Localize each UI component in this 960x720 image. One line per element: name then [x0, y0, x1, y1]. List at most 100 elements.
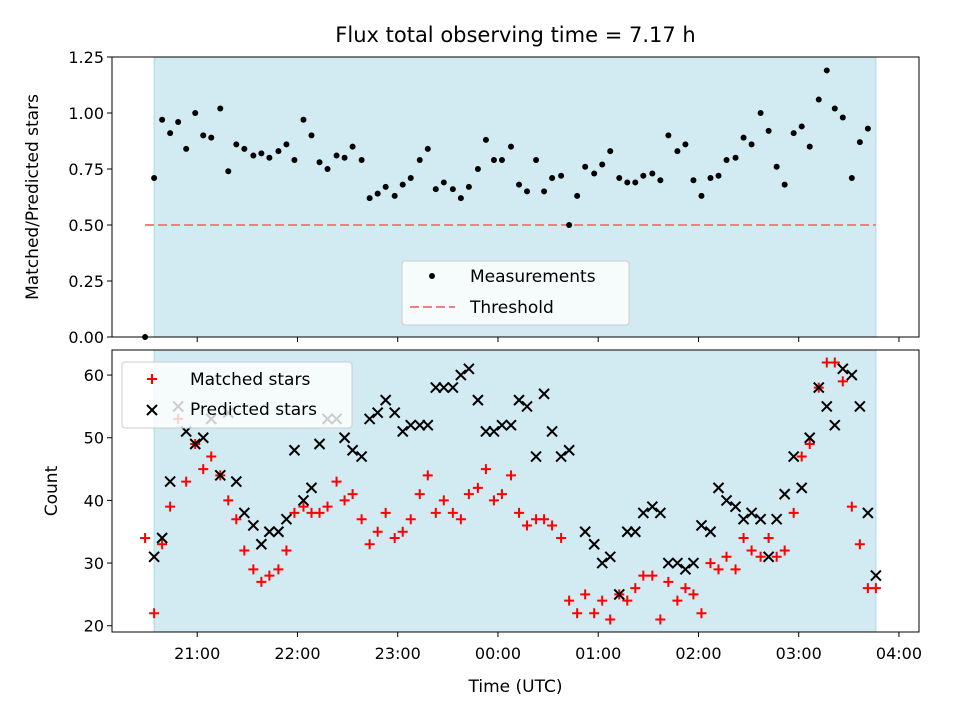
predicted-star-point [305, 482, 318, 494]
measurement-point [250, 152, 257, 159]
matched-star-point [846, 501, 857, 512]
predicted-star-point [821, 400, 833, 413]
measurement-point [690, 177, 697, 184]
legend-bottom: Matched stars Predicted stars [121, 361, 353, 429]
legend-x-icon [146, 404, 158, 416]
y-tick-label: 40 [84, 491, 104, 510]
predicted-star-point [313, 438, 326, 450]
y-tick-label: 60 [84, 366, 104, 385]
measurement-point [300, 116, 307, 123]
matched-star-point [389, 533, 400, 543]
matched-star-point [672, 595, 683, 606]
measurement-point [574, 192, 581, 199]
predicted-star-point [770, 513, 783, 525]
measurement-point [516, 181, 523, 188]
predicted-star-point [455, 369, 467, 381]
predicted-star-point [488, 425, 500, 438]
predicted-star-point [629, 526, 642, 538]
bottom-panel: 20 30 40 50 60 Count 21:00 22:00 23:00 00:00 01:00… [42, 349, 922, 663]
measurement-point [241, 145, 248, 152]
matched-star-point [140, 533, 151, 543]
predicted-star-point [405, 419, 417, 431]
measurement-point [333, 152, 340, 159]
measurement-point [374, 190, 381, 197]
measurement-point [806, 143, 813, 150]
measurement-point [225, 168, 232, 175]
measurement-point [407, 174, 414, 181]
predicted-star-point [778, 488, 791, 500]
measurement-point [316, 159, 323, 166]
measurement-point [349, 143, 356, 150]
predicted-star-point [837, 363, 849, 375]
measurement-point [649, 170, 656, 177]
matched-star-point [688, 589, 699, 600]
predicted-star-point [280, 513, 293, 525]
measurement-point [707, 174, 714, 181]
predicted-star-point [263, 526, 276, 538]
legend-label-measurements: Measurements [470, 267, 596, 287]
matched-star-point [430, 507, 441, 518]
measurement-point [591, 170, 598, 177]
measurement-point [657, 177, 664, 184]
matched-star-point [680, 583, 691, 594]
matched-star-point [738, 533, 749, 543]
predicted-star-point [156, 532, 168, 544]
measurement-point [773, 163, 780, 170]
measurement-point [341, 154, 348, 161]
matched-star-point [496, 489, 507, 500]
measurement-point [465, 183, 472, 190]
matched-star-point [223, 495, 234, 506]
measurement-point [582, 163, 589, 170]
measurement-point [258, 150, 265, 157]
matched-star-point [655, 614, 666, 625]
measurement-point [291, 157, 298, 164]
measurement-point [490, 157, 497, 164]
matched-star-point [438, 495, 449, 506]
measurement-point [382, 183, 389, 190]
predicted-star-point [671, 557, 684, 569]
measurement-point [558, 172, 565, 179]
axes-frame [111, 349, 920, 633]
predicted-star-point [754, 513, 767, 525]
matched-star-point [414, 489, 425, 500]
predicted-star-point [604, 551, 616, 563]
matched-star-point [597, 595, 608, 606]
matched-star-point [364, 539, 375, 550]
predicted-star-point [613, 588, 625, 601]
predicted-star-point [846, 369, 858, 381]
predicted-star-point [297, 494, 310, 507]
measurement-point [457, 195, 464, 202]
matched-star-point [779, 545, 790, 556]
predicted-star-point [189, 438, 201, 450]
measurement-point [549, 174, 556, 181]
predicted-star-point [346, 444, 359, 456]
matched-star-point [331, 476, 342, 487]
matched-star-point [264, 570, 275, 581]
matched-star-point [455, 514, 466, 525]
measurement-point [498, 157, 505, 164]
measurement-point [781, 181, 788, 188]
matched-star-point [788, 507, 799, 518]
matched-star-point [746, 545, 757, 556]
matched-star-point [522, 520, 533, 531]
matched-star-point [514, 507, 525, 518]
legend-plus-icon [147, 374, 157, 384]
matched-star-point [755, 551, 766, 562]
predicted-star-point [530, 450, 542, 463]
matched-star-point [870, 583, 881, 594]
predicted-star-point [695, 519, 708, 532]
x-tick-label: 01:00 [575, 644, 621, 663]
measurement-point [192, 110, 199, 116]
measurement-point [715, 172, 722, 179]
predicted-star-point [588, 538, 600, 550]
predicted-star-point [338, 432, 351, 444]
predicted-star-point [854, 400, 866, 413]
predicted-star-point [505, 419, 517, 431]
measurement-point [748, 141, 755, 148]
measurement-point [599, 161, 606, 168]
measurement-point [200, 132, 207, 139]
matched-star-point [165, 501, 176, 512]
matched-star-point [198, 464, 209, 475]
matched-star-point [580, 589, 591, 600]
predicted-star-point [563, 444, 575, 456]
